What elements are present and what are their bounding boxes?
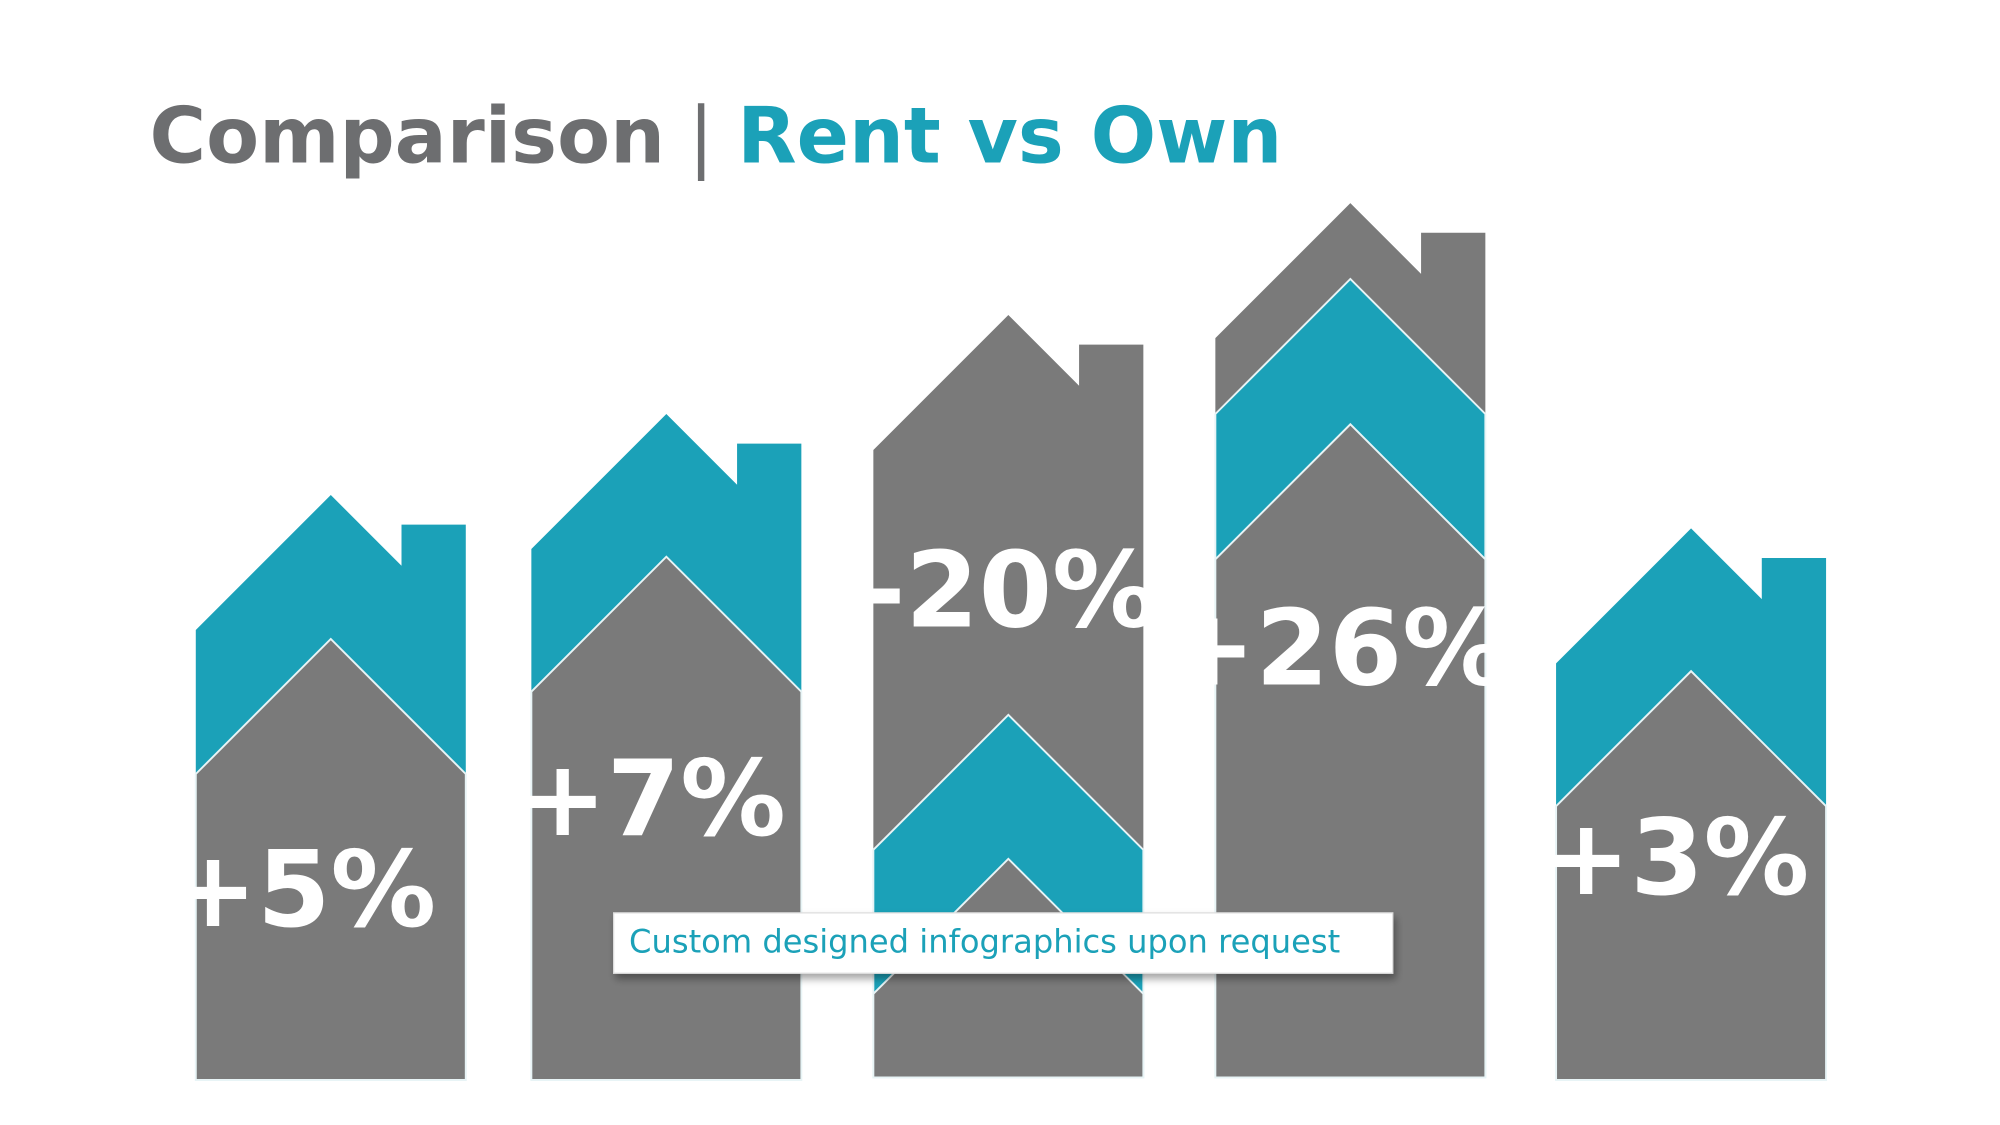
house-label: +3% xyxy=(1542,796,1809,919)
house-layer xyxy=(1555,669,1828,1081)
house-label: +5% xyxy=(169,828,436,951)
callout-box xyxy=(613,912,1394,974)
title-highlight: Rent vs Own xyxy=(737,91,1282,181)
callout-text: Custom designed infographics upon reques… xyxy=(629,923,1340,961)
title: Comparison | Rent vs Own xyxy=(150,91,1283,181)
houses: +5% +7% -20% +26% +3% xyxy=(169,203,1828,1081)
title-lead: Comparison xyxy=(150,91,665,181)
house-label: +7% xyxy=(519,737,786,860)
house-label: -20% xyxy=(862,529,1158,652)
house-layer xyxy=(1214,422,1487,1079)
title-separator: | xyxy=(688,91,714,181)
house-layer xyxy=(194,637,467,1081)
callout: Custom designed infographics upon reques… xyxy=(613,912,1394,974)
house-label: +26% xyxy=(1167,587,1508,710)
